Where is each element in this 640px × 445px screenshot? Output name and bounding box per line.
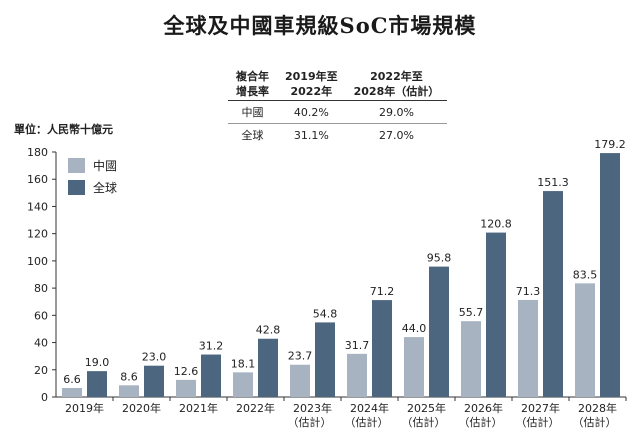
- y-axis-tick-label: 180: [27, 146, 48, 159]
- bar-global: [543, 191, 563, 397]
- bar-china: [518, 299, 538, 397]
- bar-global: [144, 365, 164, 397]
- y-axis-tick-label: 120: [27, 228, 48, 241]
- data-label: 42.8: [256, 324, 281, 337]
- bar-global: [429, 266, 449, 397]
- data-label: 71.2: [370, 285, 395, 298]
- data-label: 23.7: [288, 350, 313, 363]
- data-label: 23.0: [142, 351, 167, 364]
- bar-china: [233, 372, 253, 397]
- data-label: 54.8: [313, 307, 338, 320]
- y-axis-tick-label: 0: [41, 391, 48, 404]
- data-label: 12.6: [174, 365, 199, 378]
- x-axis-tick-sublabel: （估計）: [459, 415, 503, 429]
- data-label: 19.0: [85, 356, 110, 369]
- data-label: 44.0: [402, 322, 427, 335]
- bar-global: [315, 322, 335, 397]
- legend-label: 中國: [93, 158, 117, 173]
- chart-title: 全球及中國車規級SoC市場規模: [163, 13, 477, 38]
- cagr-value: 40.2%: [277, 100, 346, 124]
- bar-china: [62, 388, 82, 397]
- bar-global: [258, 338, 278, 397]
- x-axis-tick-label: 2019年: [65, 401, 104, 415]
- y-axis-tick-label: 160: [27, 173, 48, 186]
- bar-china: [119, 385, 139, 397]
- x-axis-tick-sublabel: （估計）: [288, 415, 332, 429]
- x-axis-tick-label: 2026年: [464, 401, 503, 415]
- data-label: 71.3: [516, 285, 541, 298]
- cagr-value: 27.0%: [378, 128, 414, 142]
- data-label: 83.5: [573, 268, 598, 281]
- cagr-row-china: 中國 40.2% 29.0%: [228, 100, 448, 124]
- legend-label: 全球: [93, 180, 117, 195]
- y-axis-tick-label: 20: [34, 364, 48, 377]
- cagr-table: 複合年 增長率 2019年至 2022年 2022年至 2028年（估計） 中國…: [228, 68, 448, 147]
- bar-china: [404, 337, 424, 397]
- data-label: 95.8: [427, 252, 452, 265]
- bar-china: [575, 283, 595, 397]
- data-label: 120.8: [480, 218, 512, 231]
- cagr-region: 全球: [241, 129, 264, 142]
- data-label: 151.3: [537, 176, 569, 189]
- x-axis-tick-sublabel: （估計）: [516, 415, 560, 429]
- legend-swatch-global: [68, 180, 85, 195]
- y-axis-tick-label: 140: [27, 200, 48, 213]
- x-axis-tick-label: 2028年: [578, 401, 617, 415]
- y-axis-unit-label: 單位：人民幣十億元: [14, 123, 113, 136]
- bar-china: [176, 379, 196, 397]
- x-axis-tick-label: 2025年: [407, 401, 446, 415]
- x-axis-tick-label: 2020年: [122, 401, 161, 415]
- bar-china: [347, 353, 367, 397]
- data-label: 179.2: [594, 138, 626, 151]
- data-label: 6.6: [63, 373, 81, 386]
- y-axis-tick-label: 40: [34, 337, 48, 350]
- bar-china: [290, 364, 310, 397]
- data-label: 55.7: [459, 306, 484, 319]
- data-label: 8.6: [120, 370, 138, 383]
- cagr-header-period-2: 2022年至 2028年（估計）: [345, 68, 448, 101]
- bar-global: [486, 232, 506, 397]
- cagr-row-global: 全球 31.1% 27.0%: [228, 124, 447, 147]
- x-axis-tick-sublabel: （估計）: [402, 415, 446, 429]
- y-axis-tick-label: 100: [27, 255, 48, 268]
- bar-global: [372, 300, 392, 397]
- y-axis-tick-label: 80: [34, 282, 48, 295]
- cagr-region: 中國: [228, 100, 277, 124]
- data-label: 31.7: [345, 339, 370, 352]
- data-label: 18.1: [231, 357, 256, 370]
- x-axis-tick-sublabel: （估計）: [345, 415, 389, 429]
- cagr-value: 29.0%: [345, 100, 448, 124]
- x-axis-tick-label: 2024年: [350, 401, 389, 415]
- bar-global: [201, 354, 221, 397]
- x-axis-tick-label: 2022年: [236, 401, 275, 415]
- legend-swatch-china: [68, 158, 85, 173]
- x-axis-tick-sublabel: （估計）: [573, 415, 617, 429]
- x-axis-tick-label: 2027年: [521, 401, 560, 415]
- bar-china: [461, 321, 481, 397]
- data-label: 31.2: [199, 340, 224, 353]
- y-axis-tick-label: 60: [34, 309, 48, 322]
- x-axis-tick-label: 2021年: [179, 401, 218, 415]
- bar-global: [600, 153, 620, 397]
- cagr-header-label: 複合年 增長率: [228, 68, 277, 101]
- cagr-header-period-1: 2019年至 2022年: [277, 68, 346, 101]
- cagr-header-row: 複合年 增長率 2019年至 2022年 2022年至 2028年（估計）: [228, 68, 448, 101]
- bar-global: [87, 371, 107, 397]
- x-axis-tick-label: 2023年: [293, 401, 332, 415]
- cagr-value: 31.1%: [293, 128, 329, 142]
